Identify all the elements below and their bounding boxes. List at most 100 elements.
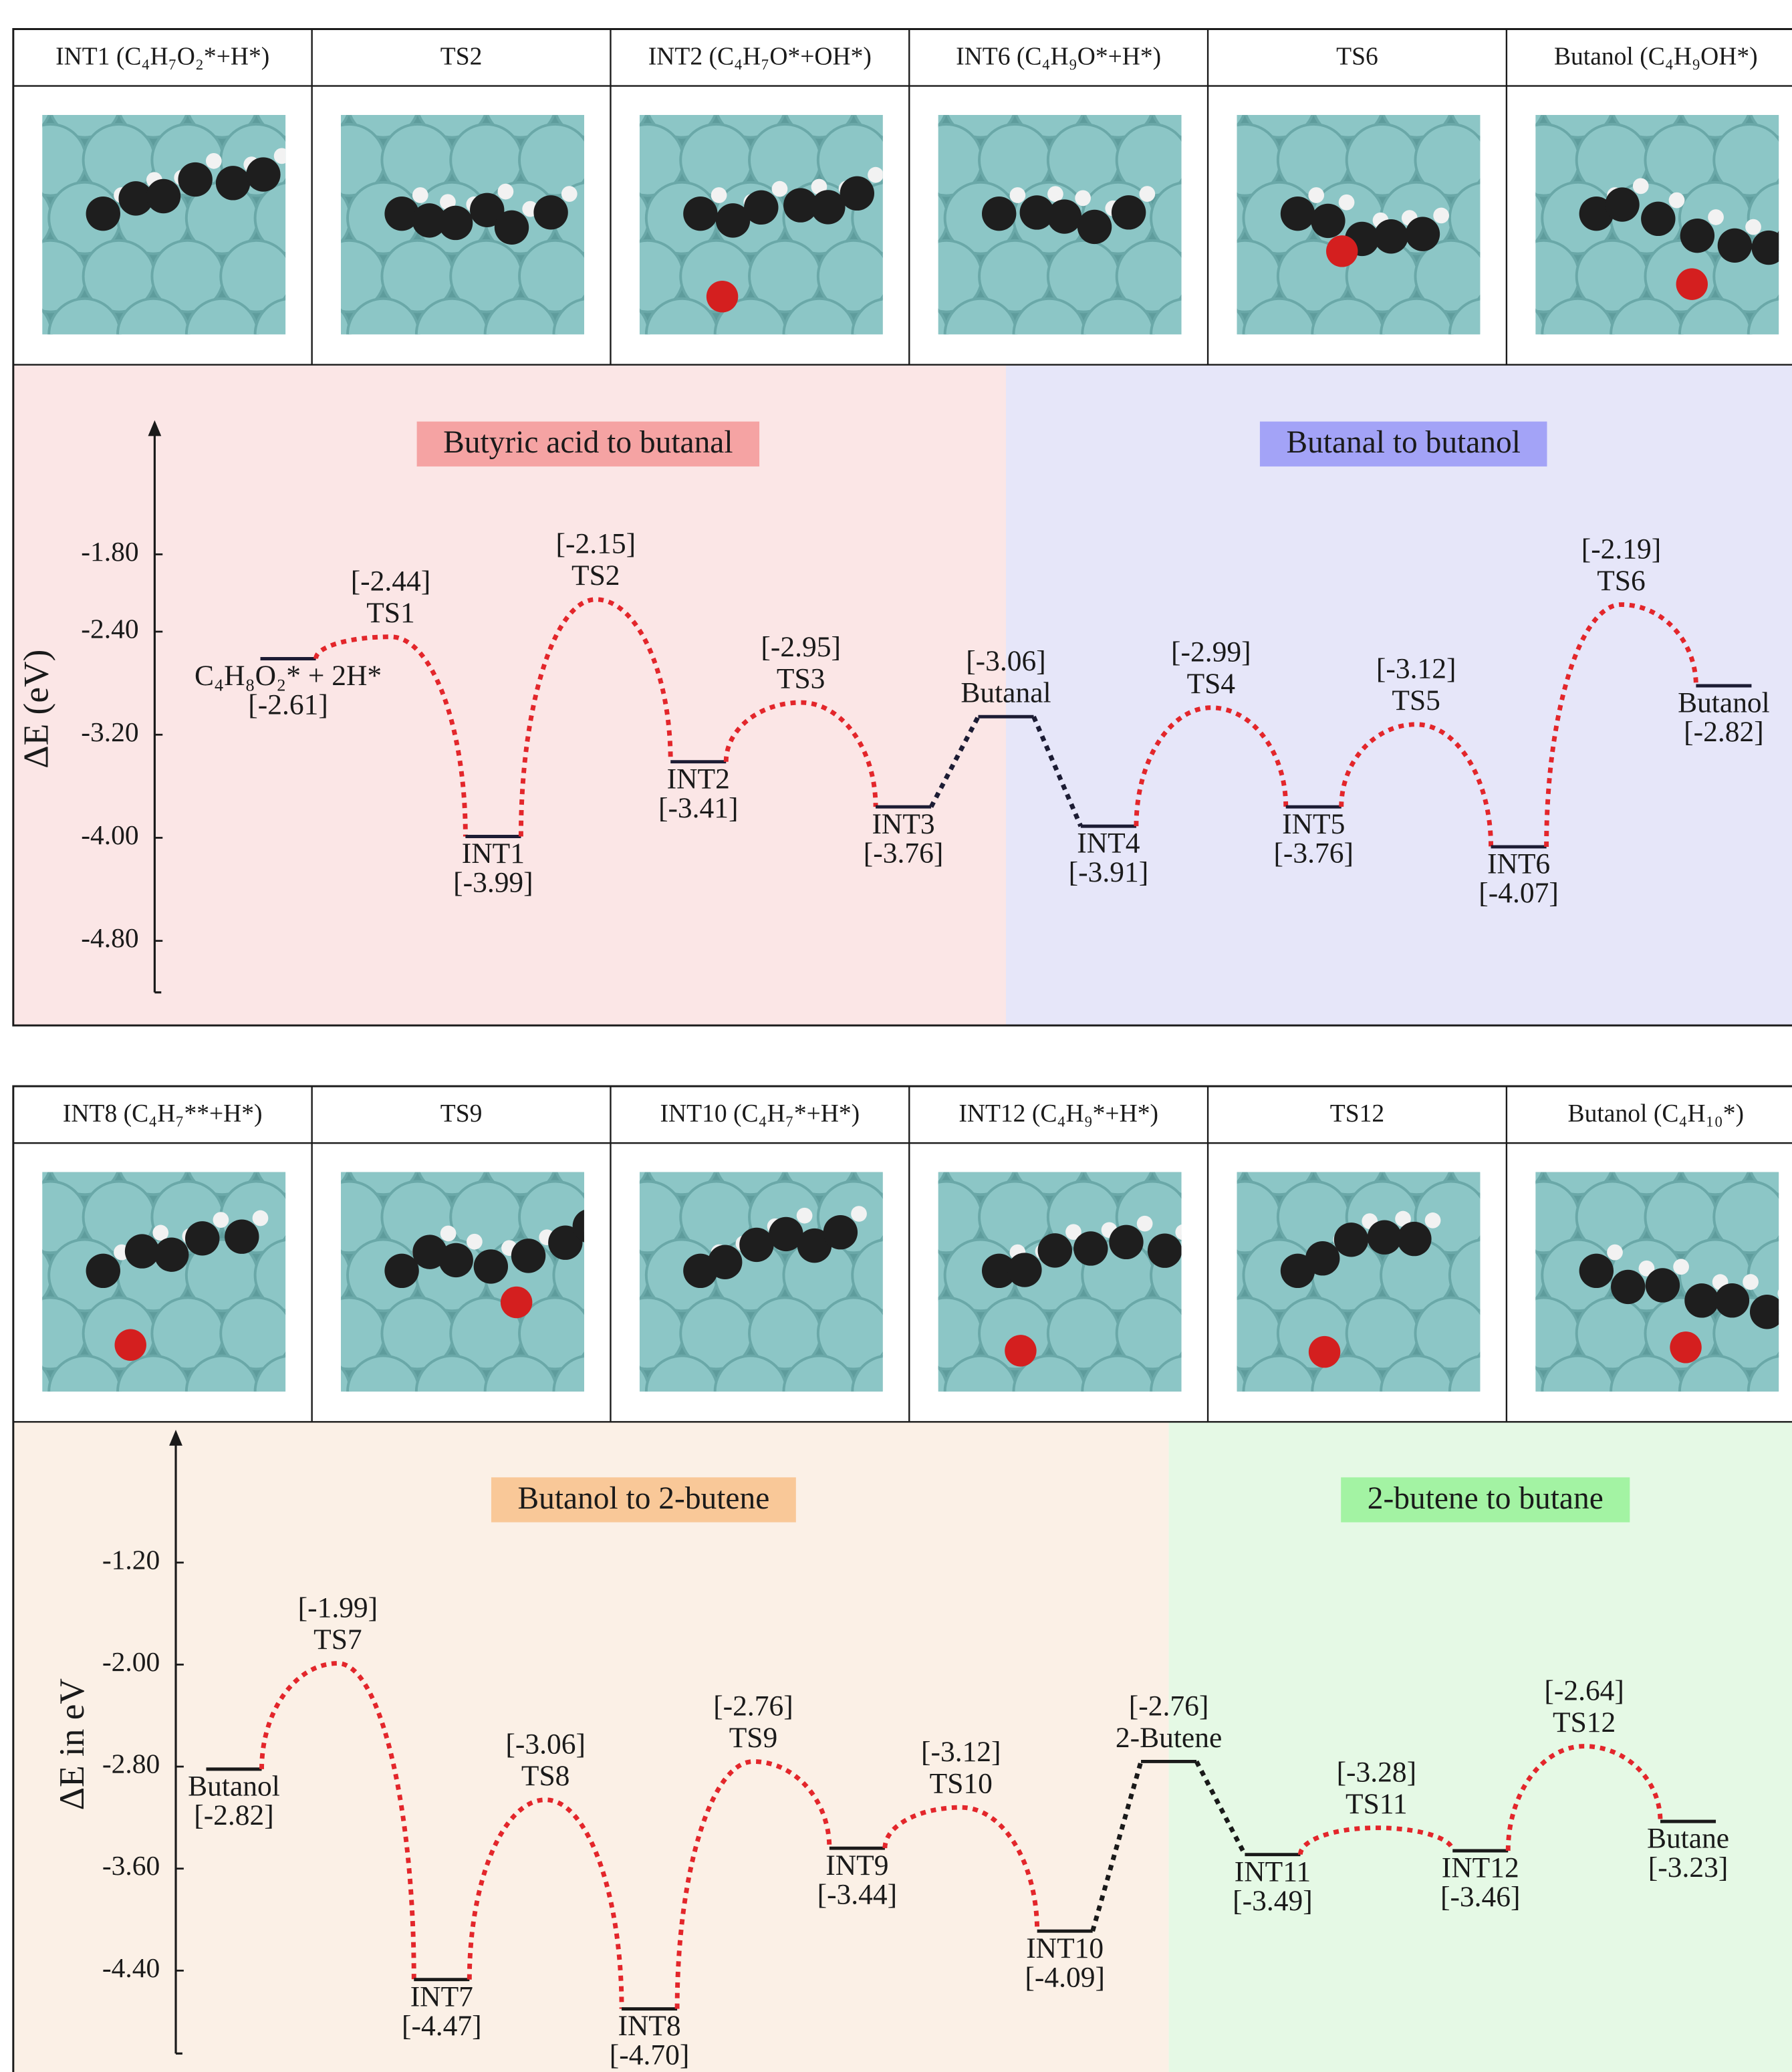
state-label: TS2 bbox=[571, 559, 620, 592]
state-label: TS11 bbox=[1346, 1788, 1408, 1820]
carbon-atom bbox=[1148, 1234, 1182, 1268]
surface-atom bbox=[1473, 66, 1545, 138]
surface-atom bbox=[1783, 241, 1792, 312]
hydrogen-atom bbox=[1779, 221, 1792, 237]
carbon-atom bbox=[683, 197, 717, 231]
carbon-atom bbox=[1007, 1253, 1041, 1287]
state-label: Butane bbox=[1647, 1823, 1729, 1855]
value-label: [-2.95] bbox=[761, 631, 841, 663]
carbon-atom bbox=[216, 166, 250, 200]
surface-atom bbox=[578, 1355, 649, 1427]
state-label: INT5 bbox=[1282, 808, 1345, 840]
structure-label: INT10 (C₄H₇*+H*) bbox=[660, 1100, 860, 1128]
hydrogen-atom bbox=[1047, 186, 1063, 202]
surface-atom bbox=[578, 1239, 649, 1311]
state-label: TS8 bbox=[521, 1760, 569, 1792]
value-label: [-2.82] bbox=[1684, 716, 1764, 748]
carbon-atom bbox=[438, 1243, 473, 1277]
value-label: [-4.70] bbox=[610, 2039, 690, 2071]
surface-atom bbox=[553, 299, 625, 370]
structure-image bbox=[876, 66, 1257, 370]
hydrogen-atom bbox=[274, 148, 290, 164]
surface-atom bbox=[186, 1355, 258, 1427]
value-label: [-4.09] bbox=[1025, 1961, 1105, 1993]
carbon-atom bbox=[982, 197, 1016, 231]
value-label: [-3.76] bbox=[1273, 837, 1354, 869]
carbon-atom bbox=[185, 1221, 219, 1255]
structure-label: INT2 (C₄H₇O*+OH*) bbox=[648, 43, 872, 71]
carbon-atom bbox=[1073, 1231, 1108, 1265]
hydrogen-atom bbox=[1777, 1285, 1792, 1301]
value-label: [-3.06] bbox=[505, 1728, 586, 1761]
state-label: INT12 bbox=[1442, 1852, 1519, 1884]
hydrogen-atom bbox=[1425, 1212, 1441, 1228]
hydrogen-atom bbox=[213, 1212, 229, 1228]
surface-atom bbox=[646, 1355, 718, 1427]
surface-atom bbox=[279, 1123, 350, 1194]
state-label: Butanol bbox=[188, 1771, 280, 1803]
surface-atom bbox=[255, 1355, 327, 1427]
carbon-atom bbox=[1334, 1222, 1368, 1257]
surface-atom bbox=[553, 1355, 625, 1427]
surface-atom bbox=[49, 299, 120, 370]
carbon-atom bbox=[125, 1234, 159, 1268]
surface-atom bbox=[1013, 1355, 1085, 1427]
hydrogen-atom bbox=[600, 1200, 616, 1216]
surface-atom bbox=[348, 1355, 419, 1427]
surface-atom bbox=[578, 66, 649, 138]
carbon-atom bbox=[1047, 199, 1081, 233]
surface-atom bbox=[945, 1355, 1017, 1427]
state-label: TS12 bbox=[1553, 1706, 1616, 1738]
value-label: [-2.64] bbox=[1544, 1674, 1624, 1706]
y-tick-label: -2.00 bbox=[102, 1646, 160, 1677]
oxygen-atom bbox=[1005, 1335, 1036, 1366]
carbon-atom bbox=[1641, 202, 1675, 236]
value-label: [-3.28] bbox=[1337, 1757, 1417, 1789]
hydrogen-atom bbox=[772, 181, 788, 197]
hydrogen-atom bbox=[1633, 178, 1649, 195]
value-label: [-2.15] bbox=[556, 528, 636, 560]
hydrogen-atom bbox=[851, 1206, 867, 1222]
structure-image bbox=[1473, 1123, 1792, 1427]
carbon-atom bbox=[1751, 231, 1785, 265]
structure-image bbox=[1175, 1123, 1555, 1427]
value-label: [-3.12] bbox=[921, 1736, 1001, 1768]
carbon-atom bbox=[86, 1254, 120, 1288]
carbon-atom bbox=[1579, 1254, 1614, 1288]
surface-atom bbox=[1783, 124, 1792, 196]
surface-atom bbox=[186, 299, 258, 370]
value-label: [-2.76] bbox=[1129, 1690, 1209, 1722]
surface-atom bbox=[1611, 299, 1682, 370]
hydrogen-atom bbox=[1673, 1259, 1689, 1275]
structure-label: INT8 (C₄H₇**+H*) bbox=[63, 1100, 263, 1128]
carbon-atom bbox=[1680, 219, 1714, 253]
carbon-atom bbox=[1611, 1270, 1645, 1304]
carbon-atom bbox=[1368, 1220, 1402, 1255]
hydrogen-atom bbox=[253, 1210, 269, 1226]
value-label: [-4.47] bbox=[402, 2010, 482, 2042]
hydrogen-atom bbox=[1075, 190, 1091, 207]
surface-atom bbox=[49, 1355, 120, 1427]
state-label: TS1 bbox=[366, 597, 415, 629]
carbon-atom bbox=[154, 1237, 188, 1271]
value-label: [-4.07] bbox=[1479, 877, 1559, 909]
y-tick-label: -4.80 bbox=[81, 922, 138, 953]
structure-image bbox=[578, 66, 958, 370]
surface-atom bbox=[1175, 299, 1247, 370]
hydrogen-atom bbox=[1175, 1224, 1191, 1241]
hydrogen-atom bbox=[498, 184, 514, 200]
y-tick-label: -3.20 bbox=[81, 717, 138, 747]
state-label: TS10 bbox=[930, 1767, 993, 1799]
surface-atom bbox=[118, 299, 189, 370]
structure-label: INT1 (C₄H₇O₂*+H*) bbox=[55, 43, 269, 71]
surface-atom bbox=[1175, 1239, 1247, 1311]
surface-atom bbox=[783, 1355, 855, 1427]
hydrogen-atom bbox=[1669, 192, 1685, 209]
surface-atom bbox=[279, 182, 350, 254]
surface-atom bbox=[485, 299, 557, 370]
hydrogen-atom bbox=[440, 1226, 457, 1242]
surface-atom bbox=[876, 1123, 948, 1194]
y-axis-label: ΔE in eV bbox=[51, 1678, 92, 1810]
carbon-atom bbox=[1684, 1283, 1718, 1317]
surface-atom bbox=[279, 1355, 350, 1427]
